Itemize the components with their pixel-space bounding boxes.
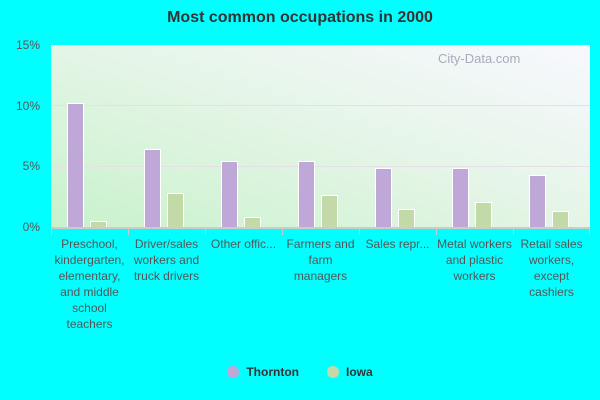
legend-item-iowa[interactable]: Iowa — [326, 365, 373, 379]
x-tick — [436, 227, 437, 235]
x-tick-label: Driver/sales workers and truck drivers — [133, 237, 200, 283]
x-tick — [205, 227, 206, 235]
legend-item-thornton[interactable]: Thornton — [227, 365, 299, 379]
x-tick-label: Farmers and farm managers — [286, 237, 355, 283]
bar-thornton[interactable] — [67, 103, 84, 227]
x-tick — [128, 227, 129, 235]
x-tick — [589, 227, 590, 235]
bar-iowa[interactable] — [167, 193, 184, 227]
plot-area — [51, 45, 590, 227]
bar-iowa[interactable] — [321, 195, 338, 227]
gridline-10 — [51, 105, 590, 106]
bar-thornton[interactable] — [529, 175, 546, 227]
chart-title: Most common occupations in 2000 — [167, 9, 433, 26]
legend-dot-icon — [227, 366, 240, 378]
legend-dot-icon — [326, 366, 339, 378]
legend: Thornton Iowa — [0, 365, 600, 379]
x-tick-label: Metal workers and plastic workers — [437, 237, 512, 283]
bar-iowa[interactable] — [244, 217, 261, 227]
bar-thornton[interactable] — [452, 168, 469, 227]
y-tick-0: 0% — [22, 220, 40, 234]
x-tick-label: Preschool, kindergarten, elementary, and… — [54, 237, 125, 331]
bar-iowa[interactable] — [552, 211, 569, 227]
y-tick-5: 5% — [22, 159, 40, 173]
x-tick — [51, 227, 52, 235]
y-tick-15: 15% — [15, 38, 40, 52]
bar-iowa[interactable] — [90, 221, 107, 227]
x-tick-label: Other offic... — [210, 237, 277, 251]
bar-iowa[interactable] — [398, 209, 415, 227]
x-tick — [513, 227, 514, 235]
x-tick — [282, 227, 283, 235]
bar-thornton[interactable] — [375, 168, 392, 227]
gridline-5 — [51, 166, 590, 167]
bar-thornton[interactable] — [221, 161, 238, 227]
bar-thornton[interactable] — [144, 149, 161, 227]
y-tick-10: 10% — [15, 99, 40, 113]
bar-thornton[interactable] — [298, 161, 315, 227]
x-tick — [359, 227, 360, 235]
x-tick-label: Sales repr... — [365, 237, 430, 251]
legend-label: Thornton — [246, 365, 299, 379]
x-axis — [51, 227, 590, 229]
bar-iowa[interactable] — [475, 202, 492, 227]
watermark: City-Data.com — [438, 51, 521, 66]
legend-label: Iowa — [345, 365, 373, 379]
x-tick-label: Retail sales workers, except cashiers — [520, 237, 583, 299]
